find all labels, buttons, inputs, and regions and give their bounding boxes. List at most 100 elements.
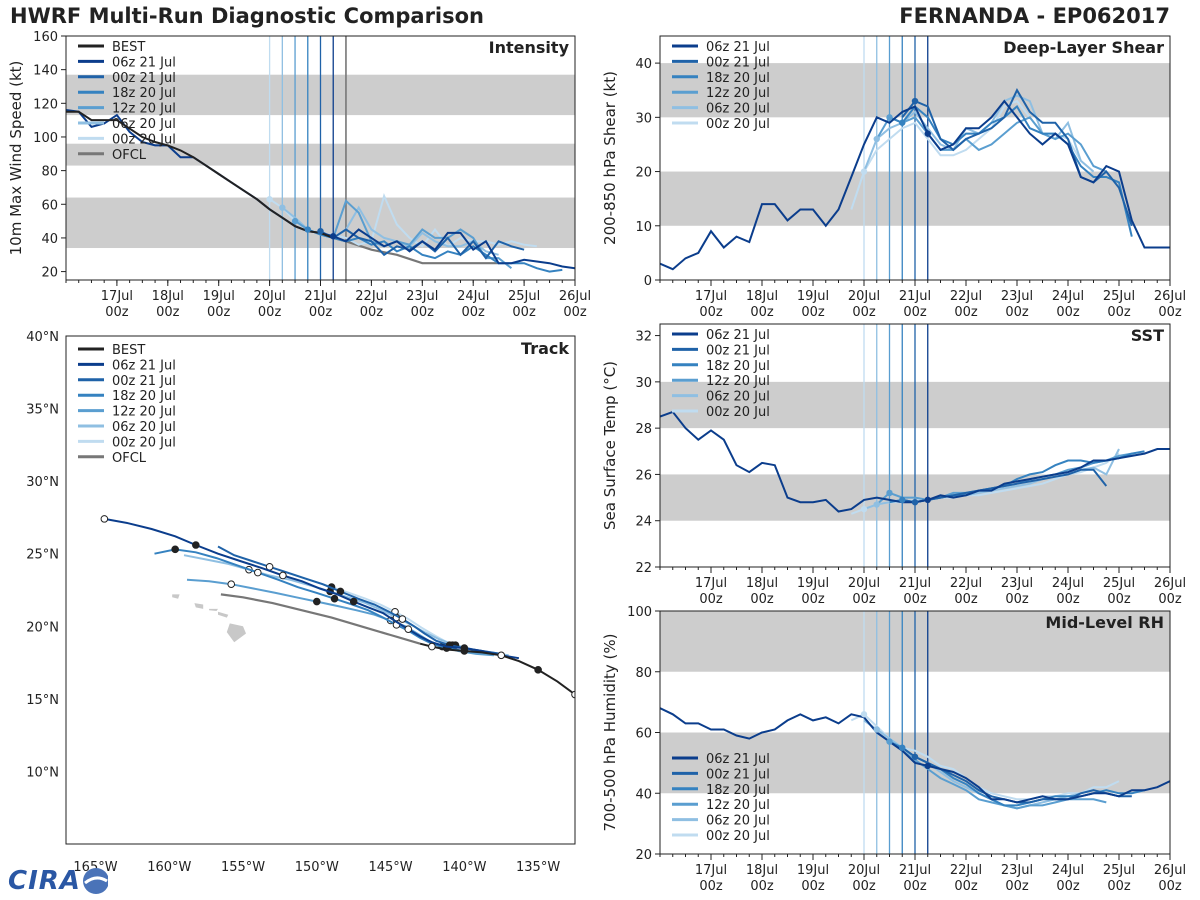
cira-logo — [83, 868, 108, 894]
intensity-best-line — [66, 110, 334, 239]
sst-xtick-hour: 00z — [852, 592, 876, 607]
rh-ytick-label: 20 — [635, 848, 652, 863]
sst-init-marker — [860, 505, 868, 513]
sst-xtick-day: 19Jul — [797, 576, 829, 591]
track-position-marker — [171, 545, 179, 554]
intensity-init-marker — [266, 196, 273, 203]
intensity-xtick-hour: 00z — [156, 305, 180, 320]
shear-xtick-hour: 00z — [954, 305, 978, 320]
track-legend-label: 12z 20 Jul — [112, 405, 176, 420]
rh-legend-label: 00z 20 Jul — [706, 829, 770, 844]
track-frame — [65, 335, 576, 845]
sst-xtick-hour: 00z — [1158, 592, 1182, 607]
intensity-xtick-day: 22Jul — [355, 289, 387, 304]
best-position-marker — [571, 690, 575, 699]
intensity-xtick-hour: 00z — [105, 305, 129, 320]
intensity-ytick-label: 40 — [41, 232, 58, 247]
sst-legend-label: 00z 21 Jul — [706, 343, 770, 358]
shear-xtick-hour: 00z — [1107, 305, 1131, 320]
shear-xtick-day: 25Jul — [1103, 289, 1135, 304]
track-xtick-label: 145°W — [368, 860, 412, 875]
shear-legend-label: 00z 20 Jul — [706, 117, 770, 132]
sst-xtick-hour: 00z — [1005, 592, 1029, 607]
rh-xtick-day: 17Jul — [695, 863, 727, 878]
track-panel-title: Track — [521, 339, 569, 358]
sst-xtick-day: 23Jul — [1001, 576, 1033, 591]
track-position-marker — [279, 571, 287, 580]
shear-xtick-day: 22Jul — [950, 289, 982, 304]
intensity-init-marker — [291, 217, 299, 225]
track-ytick-label: 20°N — [26, 620, 59, 635]
rh-xtick-hour: 00z — [852, 879, 876, 894]
rh-legend-label: 00z 21 Jul — [706, 767, 770, 782]
island-shape — [218, 611, 229, 618]
intensity-xtick-day: 17Jul — [101, 289, 133, 304]
track-xtick-label: 140°W — [442, 860, 486, 875]
rh-xtick-day: 25Jul — [1103, 863, 1135, 878]
track-series-line — [154, 548, 502, 657]
shear-plot-area — [660, 36, 1170, 280]
track-ytick-label: 10°N — [26, 765, 59, 780]
track-ytick-label: 35°N — [26, 403, 59, 418]
rh-xtick-hour: 00z — [801, 879, 825, 894]
rh-xtick-day: 21Jul — [899, 863, 931, 878]
best-position-marker — [534, 666, 542, 674]
shear-ytick-label: 40 — [635, 57, 652, 72]
track-xtick-label: 150°W — [295, 860, 339, 875]
intensity-legend-label: 06z 20 Jul — [112, 117, 176, 132]
rh-ytick-label: 80 — [635, 666, 652, 681]
sst-init-marker — [886, 489, 893, 497]
rh-legend-label: 18z 20 Jul — [706, 783, 770, 798]
shear-series-line — [889, 104, 1133, 237]
track-legend-label: 00z 20 Jul — [112, 435, 176, 450]
track-position-marker — [192, 541, 200, 549]
shear-init-marker — [886, 114, 893, 121]
shear-series-line — [660, 99, 1170, 271]
intensity-panel-title: Intensity — [489, 38, 570, 57]
rh-xtick-hour: 00z — [1056, 879, 1080, 894]
intensity-xtick-hour: 00z — [563, 305, 587, 320]
shear-xtick-day: 23Jul — [1001, 289, 1033, 304]
sst-xtick-hour: 00z — [903, 592, 927, 607]
rh-init-marker — [911, 753, 919, 760]
track-legend-label: 06z 21 Jul — [112, 358, 176, 373]
intensity-init-marker — [330, 233, 337, 240]
sst-legend-label: 18z 20 Jul — [706, 359, 770, 374]
track-panel: 165°W 160°W 155°W 150°W 145°W 140°W 135°W 10°N 1… — [26, 330, 576, 875]
intensity-ytick-label: 20 — [41, 266, 58, 281]
intensity-legend-label: 06z 21 Jul — [112, 55, 176, 70]
track-ytick-label: 30°N — [26, 475, 59, 490]
sst-xtick-day: 18Jul — [746, 576, 778, 591]
best-position-marker — [460, 647, 469, 655]
intensity-ytick-label: 80 — [41, 165, 58, 180]
shear-legend-label: 18z 20 Jul — [706, 71, 770, 86]
sst-xtick-hour: 00z — [699, 592, 723, 607]
track-ytick-label: 15°N — [26, 693, 59, 708]
rh-legend-label: 12z 20 Jul — [706, 798, 770, 813]
intensity-legend-label: BEST — [112, 40, 145, 55]
intensity-xtick-hour: 00z — [207, 305, 231, 320]
shear-ytick-label: 10 — [635, 220, 652, 235]
shear-xtick-hour: 00z — [903, 305, 927, 320]
shear-legend-label: 12z 20 Jul — [706, 86, 770, 101]
sst-xtick-day: 20Jul — [848, 576, 880, 591]
sst-xtick-day: 17Jul — [695, 576, 727, 591]
hawaii-islands — [172, 594, 246, 643]
shear-xtick-day: 20Jul — [848, 289, 880, 304]
sst-init-marker — [873, 501, 880, 508]
rh-ylabel: 700-500 hPa Humidity (%) — [601, 633, 619, 831]
shear-xtick-hour: 00z — [1158, 305, 1182, 320]
track-position-marker — [330, 594, 339, 603]
island-shape — [209, 608, 218, 611]
rh-xtick-day: 22Jul — [950, 863, 982, 878]
shear-panel: 01020304017Jul00z18Jul00z19Jul00z20Jul00… — [601, 35, 1186, 320]
shear-legend-label: 06z 20 Jul — [706, 102, 770, 117]
shear-ytick-label: 20 — [635, 166, 652, 181]
sst-ytick-label: 28 — [635, 422, 652, 437]
track-legend-label: OFCL — [112, 451, 147, 466]
rh-xtick-hour: 00z — [1158, 879, 1182, 894]
sst-ylabel: Sea Surface Temp (°C) — [601, 361, 619, 530]
